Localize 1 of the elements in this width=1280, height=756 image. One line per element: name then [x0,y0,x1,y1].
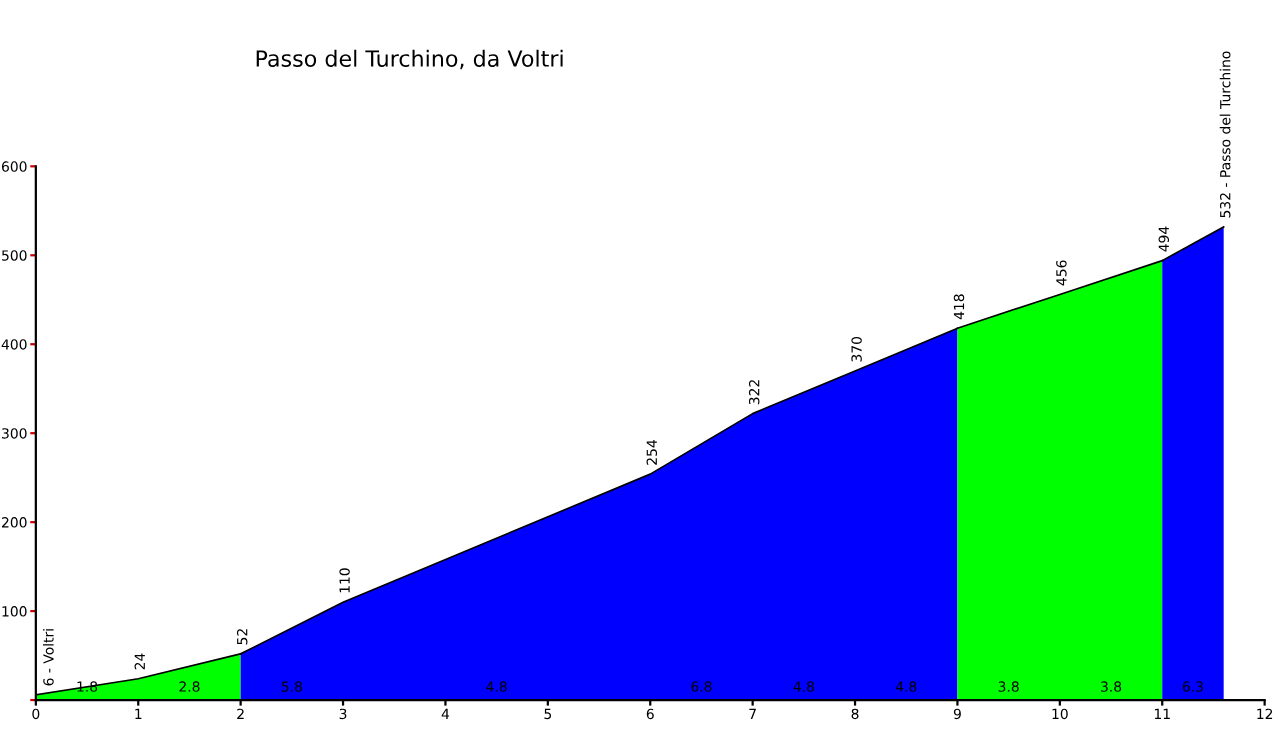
chart-title: Passo del Turchino, da Voltri [256,49,563,70]
